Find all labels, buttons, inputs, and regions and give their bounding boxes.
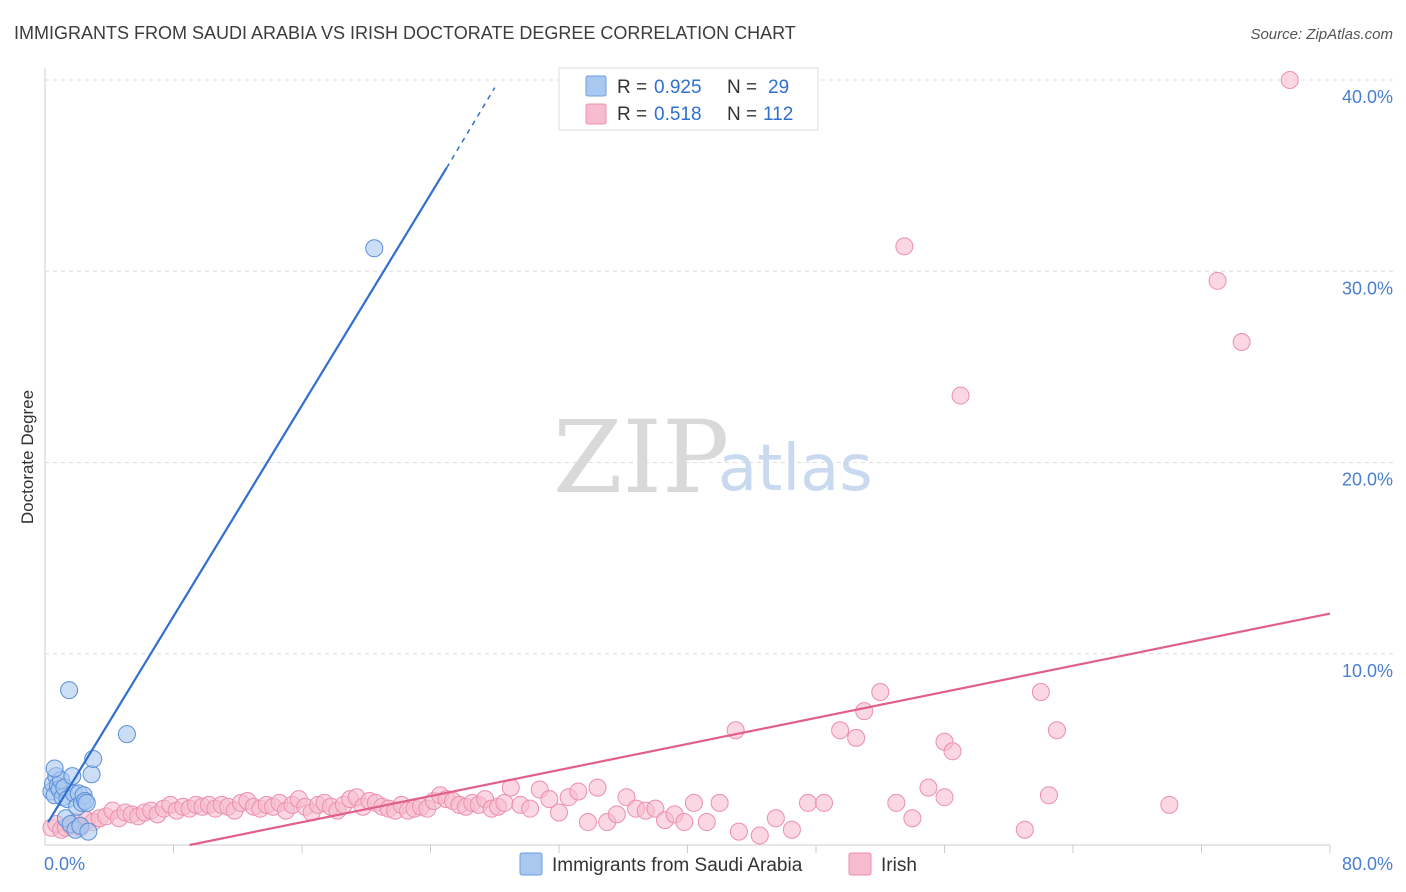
irish-point — [1160, 795, 1179, 814]
legend-r-label-saudi: R = — [617, 77, 647, 98]
irish-point — [935, 788, 954, 807]
irish-point — [887, 793, 906, 812]
irish-point — [943, 742, 962, 761]
saudi-arabia-trend-line — [47, 167, 448, 823]
saudi-arabia-point — [60, 681, 79, 700]
saudi-arabia-point — [82, 765, 101, 784]
bottom-legend-swatch-irish — [848, 852, 872, 876]
chart-source: Source: ZipAtlas.com — [1250, 26, 1393, 43]
irish-point — [847, 728, 866, 747]
watermark-atlas: atlas — [718, 432, 873, 506]
irish-trend-line — [189, 612, 1331, 847]
irish-point — [588, 778, 607, 797]
x-tick-max: 80.0% — [1342, 854, 1393, 874]
irish-point — [495, 793, 514, 812]
irish-point — [903, 809, 922, 828]
irish-point — [569, 782, 588, 801]
legend-swatch-saudi — [585, 75, 607, 97]
series-saudi-arabia — [42, 239, 384, 841]
irish-point — [831, 721, 850, 740]
saudi-arabia-point — [117, 725, 136, 744]
watermark: ZIP atlas — [553, 399, 873, 516]
irish-point — [540, 790, 559, 809]
irish-point — [855, 702, 874, 721]
watermark-zip: ZIP — [553, 399, 729, 516]
irish-point — [684, 793, 703, 812]
irish-point — [815, 793, 834, 812]
irish-point — [871, 683, 890, 701]
legend-n-value-irish: 112 — [763, 104, 793, 125]
irish-point — [617, 788, 636, 807]
y-tick-label: 10.0% — [1342, 661, 1393, 681]
irish-point — [951, 386, 970, 405]
legend-r-label-irish: R = — [617, 104, 647, 125]
x-tick-min: 0.0% — [44, 854, 85, 874]
legend-r-value-saudi: 0.925 — [654, 77, 702, 98]
irish-point — [729, 822, 748, 841]
bottom-legend-swatch-saudi — [519, 852, 543, 876]
irish-point — [697, 813, 716, 832]
legend-swatch-irish — [585, 103, 607, 125]
y-axis-ticks: 10.0% 20.0% 30.0% 40.0% — [1342, 87, 1393, 681]
y-tick-label: 30.0% — [1342, 278, 1393, 298]
saudi-arabia-trend-extension — [445, 87, 496, 169]
saudi-arabia-point — [79, 822, 98, 841]
irish-point — [521, 799, 540, 818]
irish-point — [578, 813, 597, 832]
irish-point — [766, 809, 785, 828]
y-tick-label: 20.0% — [1342, 470, 1393, 490]
legend-n-label-saudi: N = — [727, 77, 757, 98]
irish-point — [1208, 271, 1227, 290]
irish-point — [550, 803, 568, 822]
irish-point — [607, 805, 626, 824]
legend-r-value-irish: 0.518 — [654, 104, 702, 125]
irish-point — [1232, 333, 1251, 352]
irish-point — [646, 799, 665, 818]
legend-n-label-irish: N = — [727, 104, 757, 125]
stats-legend: R = 0.925 N = 29 R = 0.518 N = 112 — [558, 67, 819, 131]
legend-n-value-saudi: 29 — [768, 77, 789, 98]
irish-point — [798, 793, 817, 812]
irish-point — [1047, 721, 1066, 740]
y-tick-label: 40.0% — [1342, 87, 1393, 107]
irish-point — [675, 813, 694, 832]
bottom-legend-label-saudi: Immigrants from Saudi Arabia — [552, 855, 803, 876]
irish-point — [782, 820, 801, 839]
trend-lines — [47, 87, 1331, 847]
irish-point — [1280, 71, 1299, 89]
saudi-arabia-point — [365, 239, 384, 258]
irish-point — [1039, 786, 1058, 805]
bottom-legend: Immigrants from Saudi Arabia Irish — [519, 852, 917, 876]
irish-point — [1031, 683, 1050, 701]
bottom-legend-label-irish: Irish — [881, 855, 917, 876]
irish-point — [919, 778, 938, 797]
irish-point — [750, 826, 769, 845]
irish-point — [710, 793, 729, 812]
y-axis-label: Doctorate Degree — [18, 390, 37, 524]
irish-point — [895, 237, 914, 256]
irish-point — [1015, 820, 1034, 839]
chart-title: IMMIGRANTS FROM SAUDI ARABIA VS IRISH DO… — [14, 23, 796, 43]
saudi-arabia-point — [45, 759, 64, 778]
saudi-arabia-point — [77, 793, 96, 812]
